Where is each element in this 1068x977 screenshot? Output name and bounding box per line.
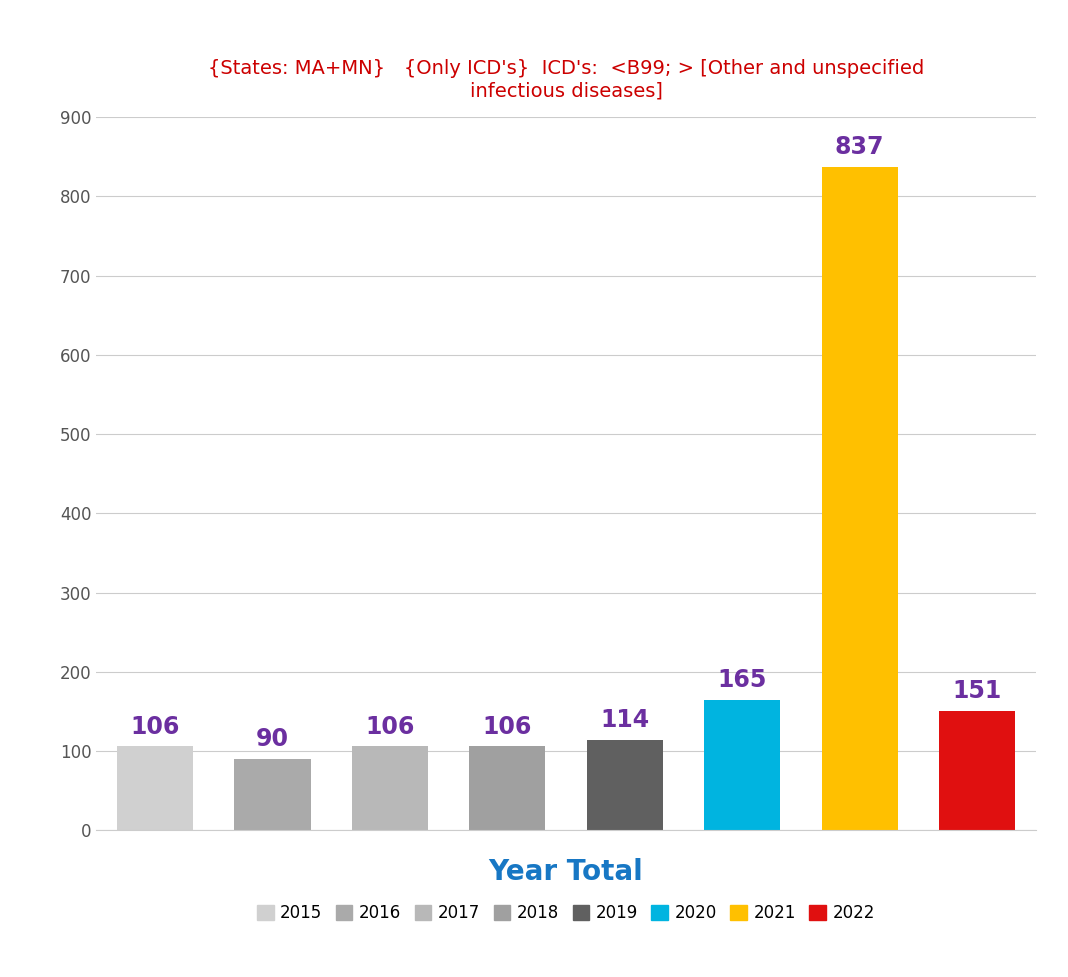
Text: 114: 114	[600, 708, 649, 732]
Text: 165: 165	[718, 667, 767, 692]
Text: 837: 837	[835, 135, 884, 159]
Text: 106: 106	[365, 714, 414, 739]
Bar	[351, 746, 428, 830]
Bar	[116, 746, 193, 830]
Text: 151: 151	[953, 679, 1002, 702]
Bar	[586, 741, 663, 830]
Bar	[234, 759, 311, 830]
Bar	[704, 700, 781, 830]
X-axis label: Year Total: Year Total	[489, 858, 643, 886]
Title: {States: MA+MN}   {Only ICD's}  ICD's:  <B99; > [Other and unspecified
infectiou: {States: MA+MN} {Only ICD's} ICD's: <B99…	[208, 60, 924, 101]
Text: 90: 90	[256, 727, 288, 751]
Bar	[821, 167, 898, 830]
Text: 106: 106	[130, 714, 179, 739]
Bar	[939, 711, 1016, 830]
Bar	[469, 746, 546, 830]
Legend: 2015, 2016, 2017, 2018, 2019, 2020, 2021, 2022: 2015, 2016, 2017, 2018, 2019, 2020, 2021…	[250, 898, 882, 929]
Text: 106: 106	[483, 714, 532, 739]
